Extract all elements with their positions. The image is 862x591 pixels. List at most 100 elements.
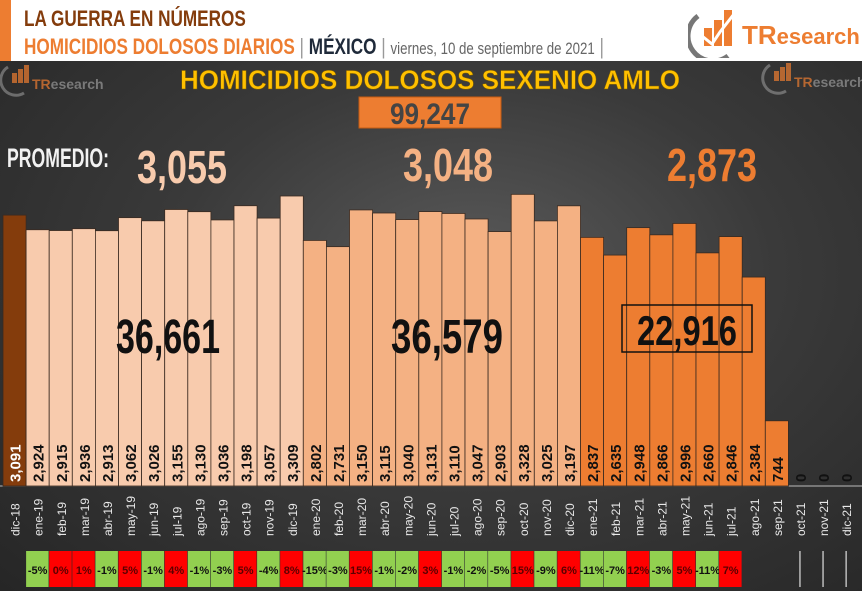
bar-dic-20 xyxy=(557,205,581,487)
separator: | xyxy=(599,34,604,59)
change-label: -11% xyxy=(580,565,605,577)
value-label: 3,026 xyxy=(146,444,163,482)
change-box xyxy=(603,551,627,587)
value-label: 2,913 xyxy=(100,444,117,482)
value-label: 2,384 xyxy=(747,444,764,482)
month-label: oct-20 xyxy=(517,502,531,536)
value-label: 3,155 xyxy=(169,444,186,482)
change-box xyxy=(395,551,419,587)
promedio-label: PROMEDIO: xyxy=(7,143,109,173)
change-label: 15% xyxy=(350,565,372,577)
month-label: feb-20 xyxy=(332,502,346,536)
change-box xyxy=(118,551,141,587)
change-box xyxy=(719,551,742,587)
value-label: 3,197 xyxy=(562,444,579,482)
month-label: ago-20 xyxy=(471,498,485,536)
accent-stripe xyxy=(0,0,11,61)
change-box xyxy=(511,551,534,587)
promedio-2020: 3,048 xyxy=(403,139,493,191)
change-label: 5% xyxy=(238,565,254,577)
separator: | xyxy=(299,34,305,59)
header: LA GUERRA EN NÚMEROS HOMICIDIOS DOLOSOS … xyxy=(0,0,862,61)
value-label: 2,635 xyxy=(608,444,625,482)
change-label: -1% xyxy=(190,565,210,577)
month-label: nov-20 xyxy=(540,499,554,536)
tresearch-logo: TResearch xyxy=(688,2,862,58)
svg-text:TResearch: TResearch xyxy=(32,76,104,92)
value-label: 3,040 xyxy=(400,444,417,482)
change-label: -9% xyxy=(536,565,556,577)
bar-ago-21 xyxy=(741,276,766,487)
promedio-2021: 2,873 xyxy=(667,139,757,191)
value-label: 3,036 xyxy=(215,444,232,482)
value-label: 3,091 xyxy=(8,444,25,482)
month-label: nov-21 xyxy=(817,499,831,536)
value-label: 2,924 xyxy=(31,444,48,482)
change-label: -7% xyxy=(605,565,625,577)
chart-area: TResearch TResearch HOMICIDIOS DOLOSOS S… xyxy=(0,61,862,591)
value-label: 0 xyxy=(816,474,833,482)
month-label: abr-20 xyxy=(378,501,392,536)
value-label: 3,150 xyxy=(354,444,371,482)
month-label: dic-19 xyxy=(286,503,300,536)
value-label: 2,866 xyxy=(654,444,671,482)
change-label: -4% xyxy=(259,565,279,577)
change-box xyxy=(696,551,719,587)
month-label: may-19 xyxy=(124,496,138,536)
value-label: 3,131 xyxy=(423,444,440,482)
change-label: -1% xyxy=(97,565,117,577)
change-box xyxy=(580,551,603,587)
value-label: 2,837 xyxy=(585,444,602,482)
promedio-2019: 3,055 xyxy=(137,141,227,193)
separator: | xyxy=(381,34,386,59)
change-box xyxy=(649,551,673,587)
change-label: -5% xyxy=(28,565,48,577)
month-label: jul-19 xyxy=(170,506,184,537)
change-label: -1% xyxy=(143,565,163,577)
change-label: -11% xyxy=(695,565,720,577)
month-label: ago-19 xyxy=(193,498,207,536)
total-2021: 22,916 xyxy=(637,307,737,354)
change-box xyxy=(441,551,465,587)
change-label: -3% xyxy=(213,565,233,577)
value-label: 2,846 xyxy=(724,444,741,482)
value-label: 2,660 xyxy=(701,444,718,482)
value-label: 3,062 xyxy=(123,444,140,482)
logo-icon: TResearch xyxy=(688,10,860,58)
total-2020: 36,579 xyxy=(391,311,503,364)
change-label: 3% xyxy=(422,565,438,577)
value-label: 744 xyxy=(770,456,787,482)
change-label: 0% xyxy=(53,565,69,577)
header-country: MÉXICO xyxy=(308,34,377,59)
month-label: feb-21 xyxy=(609,502,623,536)
grand-total: 99,247 xyxy=(390,98,470,131)
value-label: 2,731 xyxy=(331,444,348,482)
month-label: mar-20 xyxy=(355,498,369,536)
grand-total-box xyxy=(358,96,502,129)
change-box xyxy=(488,551,511,587)
month-label: nov-19 xyxy=(263,499,277,536)
month-label: feb-19 xyxy=(55,502,69,536)
value-label: 2,802 xyxy=(308,444,325,482)
month-label: may-21 xyxy=(678,496,692,536)
bar-oct-19 xyxy=(233,205,258,487)
change-box xyxy=(95,551,118,587)
change-box xyxy=(349,551,372,587)
month-label: ene-21 xyxy=(586,498,600,536)
change-label: 1% xyxy=(76,565,92,577)
month-label: dic-21 xyxy=(840,503,854,536)
month-label: dic-18 xyxy=(9,503,23,536)
month-label: ago-21 xyxy=(748,498,762,536)
month-label: mar-21 xyxy=(632,498,646,536)
change-box xyxy=(418,551,442,587)
chart-title: HOMICIDIOS DOLOSOS SEXENIO AMLO xyxy=(180,65,680,95)
change-box xyxy=(557,551,580,587)
change-box xyxy=(234,551,257,587)
change-label: -3% xyxy=(652,565,672,577)
change-label: 8% xyxy=(284,565,300,577)
month-label: ene-20 xyxy=(309,498,323,536)
change-box xyxy=(257,551,280,587)
change-box xyxy=(326,551,349,587)
change-label: 12% xyxy=(627,565,649,577)
month-label: sep-19 xyxy=(216,499,230,536)
